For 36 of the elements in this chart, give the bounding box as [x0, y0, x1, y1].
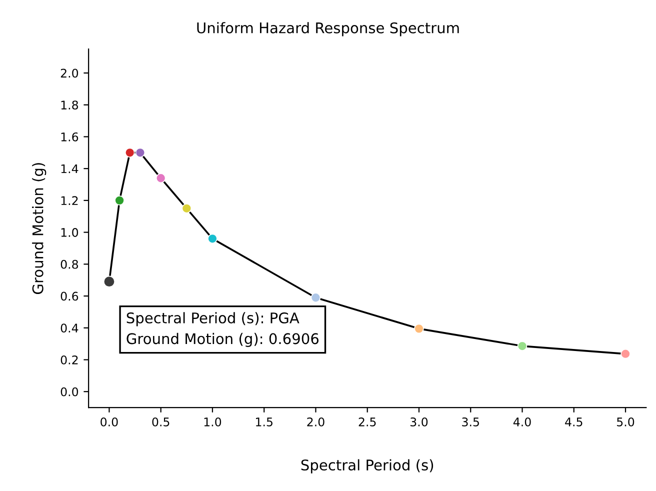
y-tick-label: 1.6 [61, 132, 78, 142]
y-tick-label: 0.8 [60, 260, 78, 269]
point [124, 148, 135, 158]
x-tick-label: 2.0 [307, 417, 324, 426]
x-tick-label: 0.0 [100, 417, 118, 426]
y-tick-label: 0.0 [60, 387, 78, 396]
y-tick-label: 1.0 [61, 228, 78, 237]
x-tick-label: 3.5 [462, 417, 479, 426]
point [208, 234, 218, 244]
x-tick-label: 4.5 [565, 418, 582, 426]
point [182, 203, 192, 214]
x-axis-title: Spectral Period (s) [301, 459, 434, 474]
point [156, 173, 166, 184]
y-tick-label: 0.4 [60, 324, 78, 333]
point [135, 148, 146, 158]
y-tick-label: 1.2 [61, 196, 78, 205]
x-tick-label: 4.0 [513, 417, 531, 426]
point [114, 196, 124, 206]
chart-title: Uniform Hazard Response Spectrum [197, 22, 459, 36]
y-tick-label: 2.0 [60, 68, 78, 78]
x-tick-label: 3.0 [410, 417, 428, 426]
point [620, 348, 630, 359]
x-tick-label: 1.0 [204, 417, 222, 426]
x-tick-label: 2.5 [358, 417, 376, 426]
x-tick-label: 0.5 [152, 417, 170, 426]
y-tick-label: 0.2 [60, 355, 78, 364]
y-tick-label: 1.8 [61, 100, 78, 110]
point [414, 324, 424, 334]
y-tick-label: 0.6 [60, 292, 78, 301]
y-tick-label: 1.4 [61, 164, 78, 174]
y-axis-title: Ground Motion (g) [32, 163, 46, 294]
x-tick-label: 5.0 [617, 417, 634, 426]
point [517, 341, 528, 351]
point [310, 292, 321, 303]
annotation: Spectral Period (s): PGA Ground Motion (g): 0.6906 [126, 312, 319, 348]
x-tick-label: 1.5 [256, 418, 272, 426]
